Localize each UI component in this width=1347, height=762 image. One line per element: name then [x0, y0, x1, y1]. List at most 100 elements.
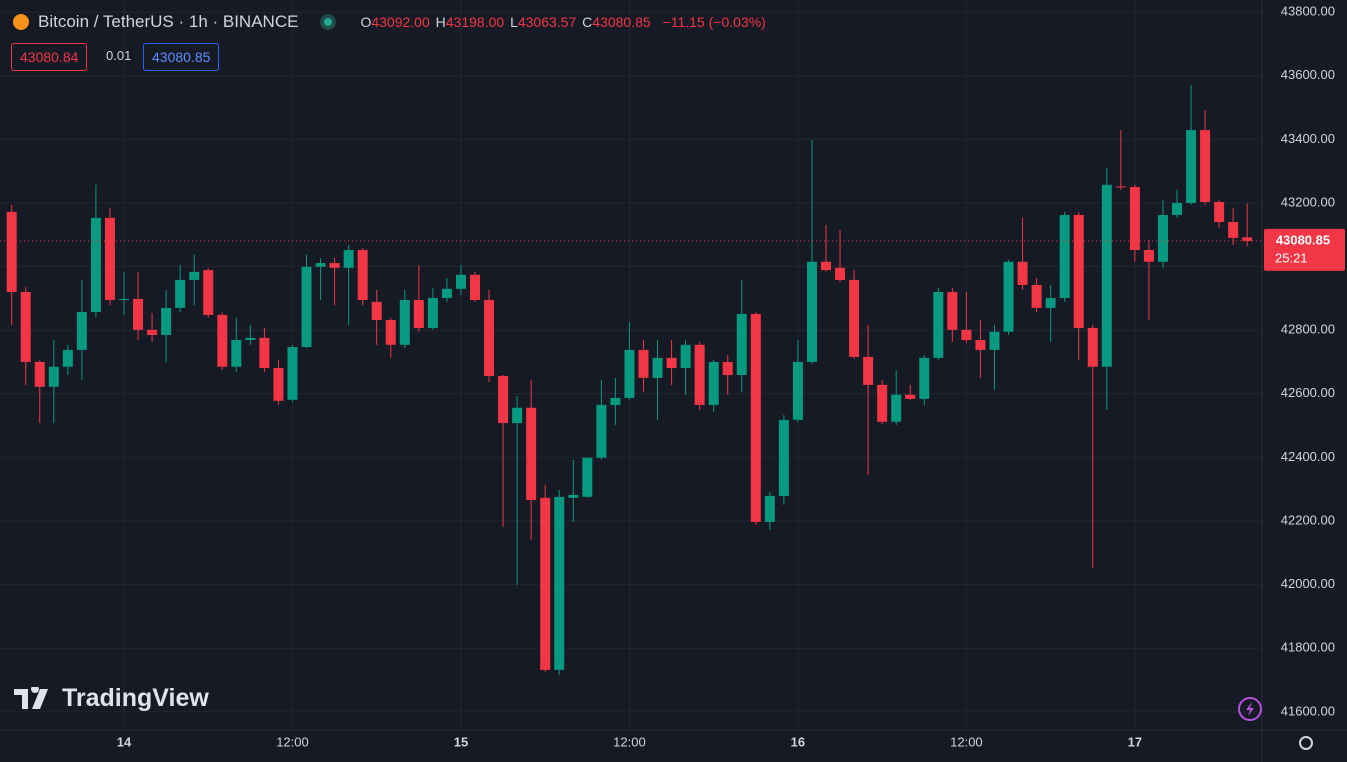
candle-body: [1228, 222, 1239, 238]
l-label: L: [510, 14, 518, 30]
candle-body: [1059, 215, 1070, 299]
o-value: 43092.00: [371, 14, 430, 30]
ohlc-values: O43092.00 H43198.00 L43063.57 C43080.85 …: [360, 14, 767, 30]
candle-body: [301, 266, 312, 348]
h-label: H: [435, 14, 446, 30]
candle-body: [582, 457, 593, 497]
y-tick-label: 42800.00: [1281, 322, 1335, 337]
candle-body: [638, 349, 649, 378]
candle-body: [1242, 237, 1253, 241]
candle-body: [821, 261, 831, 271]
candle-body: [385, 319, 396, 345]
candle-body: [610, 397, 621, 405]
candle-body: [413, 299, 424, 328]
candle-body: [76, 312, 87, 350]
candle-body: [231, 340, 242, 367]
candle-body: [371, 301, 382, 320]
buy-button[interactable]: 43080.85: [143, 43, 220, 71]
candle-body: [245, 337, 256, 341]
candle-body: [975, 340, 986, 350]
candle-body: [540, 497, 551, 670]
y-tick-label: 42200.00: [1281, 512, 1335, 527]
candle-body: [554, 496, 565, 670]
watermark-logo: [14, 686, 48, 709]
candle-body: [104, 217, 115, 300]
candle-body: [736, 313, 747, 376]
candle-body: [750, 313, 761, 522]
c-label: C: [582, 14, 593, 30]
change: −11.15 (−0.03%): [662, 14, 766, 30]
candle-body: [470, 274, 480, 300]
candle-body: [427, 298, 438, 328]
candle-body: [905, 394, 916, 399]
candle-body: [315, 263, 326, 267]
candle-body: [512, 407, 523, 424]
y-tick-label: 42400.00: [1281, 449, 1335, 464]
candle-body: [1031, 285, 1042, 308]
l-value: 43063.57: [517, 14, 577, 30]
candle-body: [666, 357, 677, 369]
candle-body: [708, 361, 719, 405]
x-tick-label: 15: [454, 734, 468, 749]
candle-body: [1073, 215, 1084, 328]
settings-icon: [1299, 736, 1313, 750]
candle-body: [455, 274, 466, 289]
y-tick-label: 43800.00: [1281, 4, 1335, 19]
spread: 0.01: [106, 48, 132, 63]
sell-button[interactable]: 43080.84: [11, 43, 88, 71]
candle-body: [329, 263, 340, 268]
x-tick-label: 16: [791, 734, 805, 749]
candle-body: [806, 261, 817, 362]
symbol[interactable]: Bitcoin / TetherUS · 1h · BINANCE: [38, 12, 299, 31]
candle-body: [919, 357, 930, 399]
h-value: 43198.00: [445, 14, 505, 30]
candle-body: [863, 356, 874, 385]
candle-body: [877, 384, 888, 422]
candle-body: [680, 344, 691, 369]
candle-body: [48, 366, 59, 387]
candle-body: [175, 279, 186, 308]
candle-body: [947, 292, 958, 330]
candle-body: [1045, 298, 1056, 308]
candle-body: [1115, 186, 1126, 188]
legend: Bitcoin / TetherUS · 1h · BINANCE O43092…: [12, 12, 768, 32]
candle-body: [147, 329, 158, 335]
candle-body: [694, 344, 705, 405]
candle-body: [357, 250, 368, 300]
x-tick-label: 14: [117, 734, 132, 749]
candle-body: [189, 271, 200, 280]
candle-body: [287, 347, 298, 400]
alert-icon: [1238, 697, 1262, 721]
candle-body: [989, 331, 1000, 350]
candle-body: [624, 349, 635, 398]
candle-body: [399, 299, 410, 345]
candle-body: [498, 375, 509, 424]
candle-body: [1003, 261, 1014, 332]
status-dot: [320, 14, 337, 30]
candle-body: [568, 494, 579, 498]
candle-body: [62, 349, 73, 367]
candle-body: [133, 298, 144, 330]
candle-body: [933, 292, 944, 358]
candle-body: [1017, 261, 1028, 286]
candle-body: [792, 361, 803, 420]
y-tick-label: 41800.00: [1281, 640, 1335, 655]
o-label: O: [360, 14, 372, 30]
candle-body: [835, 267, 846, 280]
candle-body: [1186, 130, 1197, 203]
candle-body: [764, 495, 775, 522]
candle-body: [1157, 215, 1168, 262]
coin-icon: [13, 14, 29, 30]
candle-body: [1214, 201, 1225, 223]
price-tag-value: 43080.85: [1276, 232, 1330, 247]
y-tick-label: 43200.00: [1281, 194, 1335, 209]
candle-body: [484, 299, 495, 376]
y-tick-label: 43600.00: [1281, 67, 1335, 82]
candle-body: [259, 337, 270, 369]
candle-body: [1087, 327, 1098, 367]
candle-body: [441, 288, 452, 299]
y-tick-label: 41600.00: [1281, 703, 1335, 718]
x-tick-label: 12:00: [950, 734, 983, 749]
